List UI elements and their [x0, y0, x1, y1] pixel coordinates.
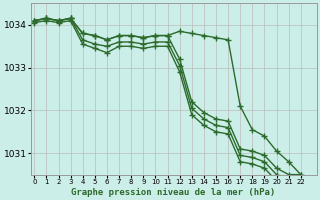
X-axis label: Graphe pression niveau de la mer (hPa): Graphe pression niveau de la mer (hPa) — [71, 188, 276, 197]
